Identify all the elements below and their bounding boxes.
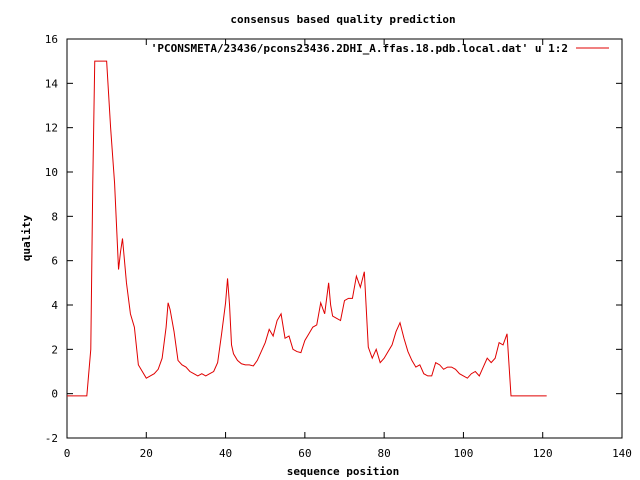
- y-tick-label: 4: [51, 299, 58, 312]
- y-tick-label: 12: [45, 122, 58, 135]
- x-tick-label: 60: [298, 447, 311, 460]
- x-tick-label: 140: [612, 447, 632, 460]
- x-tick-label: 120: [533, 447, 553, 460]
- x-tick-label: 40: [219, 447, 232, 460]
- x-axis-title: sequence position: [287, 465, 400, 478]
- y-tick-label: 0: [51, 388, 58, 401]
- x-tick-label: 100: [453, 447, 473, 460]
- y-tick-label: 14: [45, 77, 59, 90]
- y-tick-label: 2: [51, 343, 58, 356]
- y-axis-title: quality: [20, 214, 33, 261]
- tick-labels: 0 20 40 60 80 100 120 140 -2 0 2 4 6 8 10 12 14 16: [45, 33, 632, 460]
- y-tick-label: 6: [51, 255, 58, 268]
- y-tick-label: 16: [45, 33, 58, 46]
- y-tick-label: 8: [51, 210, 58, 223]
- x-tick-label: 20: [140, 447, 153, 460]
- chart-title: consensus based quality prediction: [230, 13, 455, 26]
- legend-label: 'PCONSMETA/23436/pcons23436.2DHI_A.ffas.…: [151, 42, 568, 55]
- axis-ticks: [66, 38, 623, 439]
- x-tick-label: 0: [64, 447, 71, 460]
- x-tick-label: 80: [378, 447, 391, 460]
- y-tick-label: -2: [45, 432, 58, 445]
- y-tick-label: 10: [45, 166, 58, 179]
- series-line: [67, 60, 547, 397]
- plot-frame: [66, 38, 623, 439]
